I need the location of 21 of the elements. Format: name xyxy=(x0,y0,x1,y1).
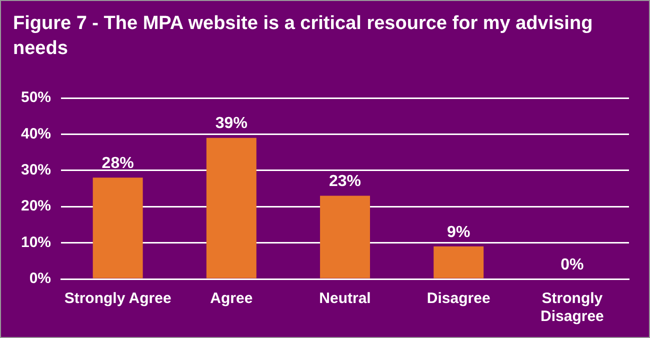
y-tick-label: 10% xyxy=(20,234,52,251)
bar xyxy=(92,178,143,278)
y-tick-label: 0% xyxy=(29,270,52,288)
x-tick-label: Strongly Disagree xyxy=(540,290,604,326)
x-tick-label: Neutral xyxy=(319,290,371,308)
y-tick-label: 40% xyxy=(20,125,52,142)
data-label: 28% xyxy=(102,155,134,172)
data-label: 39% xyxy=(215,115,248,132)
chart-title: Figure 7 - The MPA website is a critical resource for my advising needs xyxy=(13,12,594,61)
bar xyxy=(434,246,484,278)
x-tick-label: Disagree xyxy=(426,290,490,308)
y-tick-label: 20% xyxy=(20,198,52,215)
data-label: 0% xyxy=(560,256,584,274)
x-tick-label: Strongly Agree xyxy=(64,290,172,308)
data-label: 23% xyxy=(328,173,362,190)
bar xyxy=(206,138,256,278)
y-tick-label: 30% xyxy=(20,162,52,179)
bar xyxy=(320,196,370,278)
data-label: 9% xyxy=(447,224,470,241)
x-tick-label: Agree xyxy=(210,290,253,308)
y-tick-label: 50% xyxy=(20,89,52,106)
